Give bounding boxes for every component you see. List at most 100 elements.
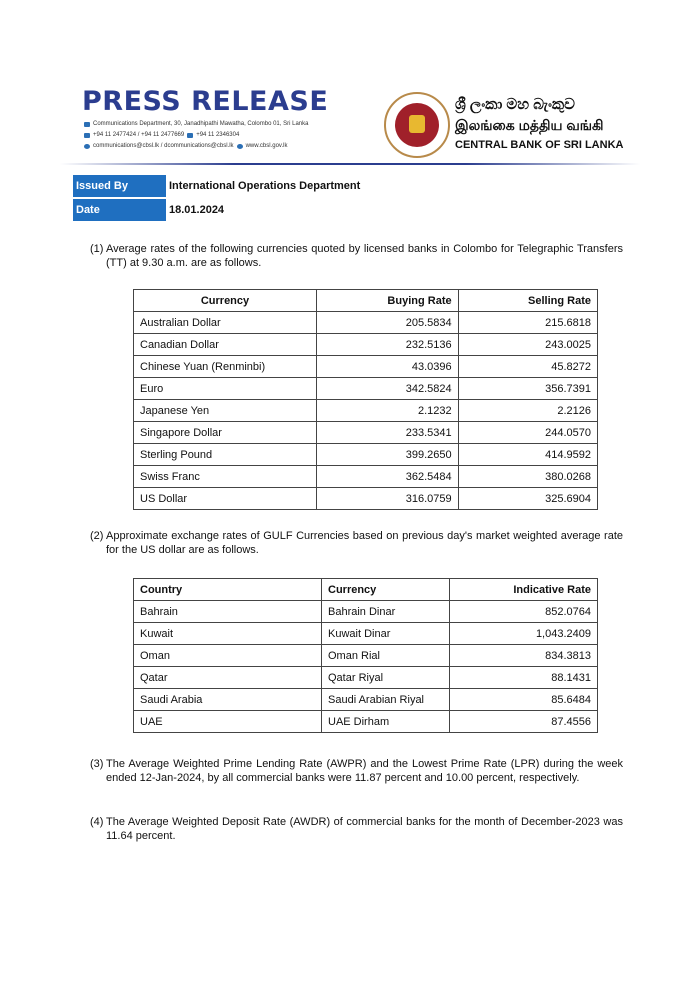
- table-cell: UAE Dirham: [321, 710, 450, 733]
- paragraph-2: (2) Approximate exchange rates of GULF Cu…: [90, 530, 623, 557]
- header-divider: [60, 163, 640, 165]
- email-text: communications@cbsl.lk / dcommunications…: [93, 143, 234, 149]
- table-cell: 2.1232: [316, 399, 459, 422]
- table-cell: US Dollar: [133, 487, 317, 510]
- table-cell: 834.3813: [449, 644, 598, 667]
- table-cell: 244.0570: [457, 421, 599, 444]
- globe-icon: [236, 143, 243, 149]
- gulf-rates-table: Country Currency Indicative Rate Bahrain Ba…: [133, 578, 598, 733]
- issued-by-label: Issued By: [73, 175, 166, 197]
- header-currency: Currency: [133, 289, 317, 312]
- paragraph-text: The Average Weighted Prime Lending Rate …: [106, 758, 623, 784]
- table-header-row: Currency Buying Rate Selling Rate: [133, 289, 599, 312]
- tt-rates-table: Currency Buying Rate Selling Rate Australi…: [133, 289, 599, 510]
- table-row: Sterling Pound 399.2650 414.9592: [133, 443, 599, 466]
- table-cell: Singapore Dollar: [133, 421, 317, 444]
- table-cell: 414.9592: [457, 443, 599, 466]
- table-row: Euro 342.5824 356.7391: [133, 377, 599, 400]
- email-line: communications@cbsl.lk / dcommunications…: [84, 143, 287, 149]
- paragraph-number: (2): [90, 530, 104, 542]
- header-country: Country: [133, 578, 322, 601]
- table-cell: Canadian Dollar: [133, 333, 317, 356]
- table-row: Singapore Dollar 233.5341 244.0570: [133, 421, 599, 444]
- table-row: Australian Dollar 205.5834 215.6818: [133, 311, 599, 334]
- table-cell: Sterling Pound: [133, 443, 317, 466]
- table-cell: Japanese Yen: [133, 399, 317, 422]
- paragraph-text: The Average Weighted Deposit Rate (AWDR)…: [106, 816, 623, 842]
- table-header-row: Country Currency Indicative Rate: [133, 578, 598, 601]
- table-row: Japanese Yen 2.1232 2.2126: [133, 399, 599, 422]
- email-icon: [84, 143, 90, 149]
- date-label: Date: [73, 199, 166, 221]
- header-indicative-rate: Indicative Rate: [449, 578, 598, 601]
- table-row: UAE UAE Dirham 87.4556: [133, 710, 598, 733]
- table-cell: Saudi Arabian Riyal: [321, 688, 450, 711]
- paragraph-number: (3): [90, 758, 104, 770]
- table-row: US Dollar 316.0759 325.6904: [133, 487, 599, 510]
- bank-name-english: CENTRAL BANK OF SRI LANKA: [455, 139, 624, 151]
- table-cell: 1,043.2409: [449, 622, 598, 645]
- table-row: Qatar Qatar Riyal 88.1431: [133, 666, 598, 689]
- issued-by-value: International Operations Department: [169, 180, 361, 192]
- table-cell: 88.1431: [449, 666, 598, 689]
- address-line: Communications Department, 30, Janadhipa…: [84, 121, 308, 127]
- date-value: 18.01.2024: [169, 204, 225, 216]
- table-cell: 215.6818: [457, 311, 599, 334]
- bank-name-tamil: இலங்கை மத்திய வங்கி: [455, 117, 604, 133]
- table-cell: 399.2650: [316, 443, 459, 466]
- phone-line: +94 11 2477424 / +94 11 2477669 +94 11 23…: [84, 132, 239, 138]
- table-row: Chinese Yuan (Renminbi) 43.0396 45.8272: [133, 355, 599, 378]
- table-cell: 380.0268: [457, 465, 599, 488]
- table-cell: 362.5484: [316, 465, 459, 488]
- table-cell: Chinese Yuan (Renminbi): [133, 355, 317, 378]
- table-row: Oman Oman Rial 834.3813: [133, 644, 598, 667]
- paragraph-number: (1): [90, 243, 104, 255]
- phone-text: +94 11 2477424 / +94 11 2477669: [93, 132, 185, 138]
- bank-name-sinhala: ශ්‍රී ලංකා මහ බැංකුව: [455, 96, 575, 113]
- paragraph-3: (3) The Average Weighted Prime Lending Ra…: [90, 758, 623, 785]
- table-cell: Kuwait Dinar: [321, 622, 450, 645]
- fax-icon: [187, 132, 194, 138]
- paragraph-number: (4): [90, 816, 104, 828]
- fax-text: +94 11 2346304: [196, 132, 240, 138]
- press-release-title: PRESS RELEASE: [82, 86, 329, 117]
- table-row: Bahrain Bahrain Dinar 852.0764: [133, 600, 598, 623]
- table-cell: 233.5341: [316, 421, 459, 444]
- table-cell: Bahrain: [133, 600, 322, 623]
- table-cell: 356.7391: [457, 377, 599, 400]
- table-row: Saudi Arabia Saudi Arabian Riyal 85.6484: [133, 688, 598, 711]
- table-cell: Saudi Arabia: [133, 688, 322, 711]
- phone-icon: [84, 132, 90, 138]
- table-cell: 2.2126: [457, 399, 599, 422]
- address-text: Communications Department, 30, Janadhipa…: [93, 121, 309, 127]
- table-cell: Qatar: [133, 666, 322, 689]
- table-row: Swiss Franc 362.5484 380.0268: [133, 465, 599, 488]
- table-cell: 87.4556: [449, 710, 598, 733]
- paragraph-1: (1) Average rates of the following curren…: [90, 243, 623, 270]
- paragraph-4: (4) The Average Weighted Deposit Rate (AW…: [90, 816, 623, 843]
- table-cell: 852.0764: [449, 600, 598, 623]
- paragraph-text: Approximate exchange rates of GULF Curre…: [106, 530, 623, 556]
- table-cell: Bahrain Dinar: [321, 600, 450, 623]
- table-cell: 85.6484: [449, 688, 598, 711]
- table-row: Kuwait Kuwait Dinar 1,043.2409: [133, 622, 598, 645]
- mail-icon: [84, 121, 90, 127]
- table-cell: 45.8272: [457, 355, 599, 378]
- cbsl-seal-logo: [384, 92, 450, 158]
- table-cell: 243.0025: [457, 333, 599, 356]
- table-cell: 205.5834: [316, 311, 459, 334]
- table-cell: Swiss Franc: [133, 465, 317, 488]
- table-cell: Oman Rial: [321, 644, 450, 667]
- table-row: Canadian Dollar 232.5136 243.0025: [133, 333, 599, 356]
- paragraph-text: Average rates of the following currencie…: [106, 243, 623, 269]
- website-text: www.cbsl.gov.lk: [245, 143, 288, 149]
- table-cell: Kuwait: [133, 622, 322, 645]
- table-cell: UAE: [133, 710, 322, 733]
- header-selling-rate: Selling Rate: [457, 289, 599, 312]
- table-cell: Euro: [133, 377, 317, 400]
- table-cell: 232.5136: [316, 333, 459, 356]
- table-cell: 43.0396: [316, 355, 459, 378]
- header-buying-rate: Buying Rate: [316, 289, 459, 312]
- table-cell: 316.0759: [316, 487, 459, 510]
